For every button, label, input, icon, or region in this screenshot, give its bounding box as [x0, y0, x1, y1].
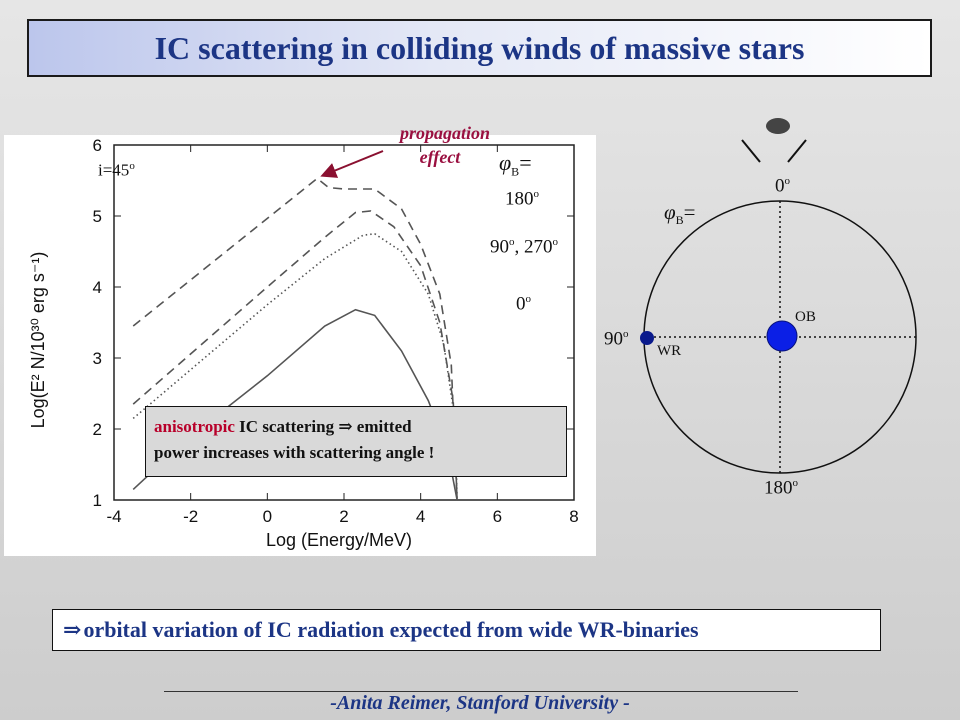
y-tick-label: 5 — [93, 207, 102, 226]
x-axis-label: Log (Energy/MeV) — [266, 530, 412, 550]
spectrum-curve-1 — [132, 210, 458, 501]
observer-icon — [741, 118, 807, 163]
ob-star — [766, 320, 798, 352]
x-tick-label: 6 — [493, 507, 502, 526]
propagation-arrow — [320, 150, 384, 178]
x-tick-label: 8 — [569, 507, 578, 526]
wr-label: WR — [657, 343, 682, 359]
x-tick-label: 2 — [339, 507, 348, 526]
note-red-text: anisotropic — [154, 417, 235, 436]
observer-eye — [766, 118, 790, 134]
slide-title: IC scattering in colliding winds of mass… — [154, 29, 805, 66]
anisotropic-note: anisotropic IC scattering ⇒ emitted powe… — [145, 406, 567, 477]
conclusion-text: orbital variation of IC radiation expect… — [83, 617, 699, 642]
curve-label-90-270: 90o, 270o — [490, 236, 558, 258]
plot-panel: -4 -2 0 2 4 6 8 1 2 3 4 5 6 Log (Energy/MeV) Log(E² … — [4, 135, 596, 556]
y-tick-label: 4 — [93, 278, 102, 297]
x-tick-label: -2 — [183, 507, 198, 526]
spectrum-curve-2 — [132, 232, 458, 501]
y-tick-label: 1 — [93, 491, 102, 510]
y-tick-label: 3 — [93, 349, 102, 368]
y-axis-label: Log(E² N/10³⁰ erg s⁻¹) — [28, 252, 48, 429]
footer-credit: -Anita Reimer, Stanford University - — [330, 692, 630, 714]
angle-90-label: 90o — [604, 328, 629, 350]
spectrum-curve-0 — [132, 177, 458, 501]
curve-label-180: 180o — [505, 188, 539, 210]
phi-b-label: φB= — [499, 150, 532, 179]
x-tick-label: 4 — [416, 507, 425, 526]
inclination-label: i=45o — [98, 160, 135, 180]
diagram-phi-label: φB= — [664, 200, 696, 228]
title-box: IC scattering in colliding winds of mass… — [27, 19, 932, 77]
x-tick-label: 0 — [263, 507, 272, 526]
orbit-diagram — [620, 110, 950, 510]
propagation-effect-label: propagation effect — [399, 123, 491, 167]
implies-arrow-icon: ⇒ — [63, 617, 82, 642]
ob-label: OB — [795, 309, 816, 325]
conclusion-box: ⇒ orbital variation of IC radiation expe… — [52, 609, 881, 651]
curve-label-0: 0o — [516, 293, 531, 315]
spectrum-chart: -4 -2 0 2 4 6 8 1 2 3 4 5 6 Log (Energy/MeV) Log(E² … — [28, 136, 579, 550]
angle-180-label: 180o — [764, 477, 798, 499]
y-tick-label: 2 — [93, 420, 102, 439]
footer-divider — [164, 691, 798, 692]
angle-0-label: 0o — [775, 175, 790, 197]
note-line2: power increases with scattering angle ! — [154, 443, 435, 462]
wr-star — [640, 331, 654, 345]
x-tick-label: -4 — [106, 507, 121, 526]
note-line1: IC scattering ⇒ emitted — [234, 417, 412, 436]
chart-axes: -4 -2 0 2 4 6 8 1 2 3 4 5 6 — [93, 136, 579, 526]
y-tick-label: 6 — [93, 136, 102, 155]
